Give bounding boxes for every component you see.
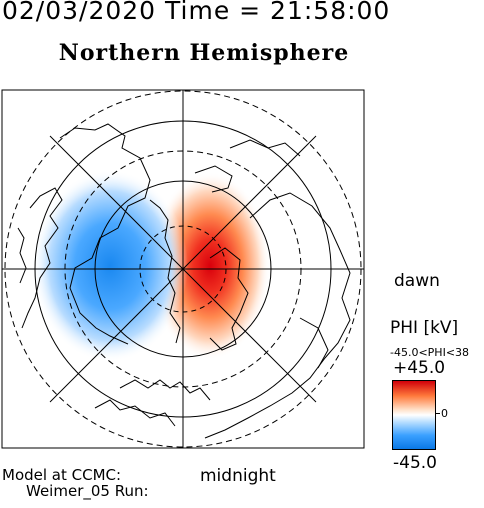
meridian-line <box>49 135 317 403</box>
map-title: Northern Hemisphere <box>58 40 350 66</box>
coastlines <box>17 123 351 439</box>
midnight-label: midnight <box>200 466 276 486</box>
model-line-1: Model at CCMC: <box>2 466 122 484</box>
polar-potential-map <box>1 89 365 449</box>
date-time-header: 02/03/2020 Time = 21:58:00 <box>2 0 391 25</box>
colorbar-min-label: -45.0 <box>393 453 437 473</box>
colorbar-range: -45.0<PHI<38 <box>390 346 470 359</box>
colorbar-title: PHI [kV] <box>390 318 459 338</box>
dawn-label: dawn <box>394 271 440 291</box>
model-line-2: Weimer_05 Run: <box>26 482 149 500</box>
negative-potential-cell <box>32 170 188 362</box>
model-info: Model at CCMC: Weimer_05 Run: <box>2 467 149 499</box>
colorbar-zero-tick <box>435 413 440 414</box>
colorbar-max-label: +45.0 <box>393 358 446 378</box>
colorbar <box>392 380 436 450</box>
map-frame <box>1 89 365 449</box>
colorbar-zero-label: 0 <box>441 407 448 420</box>
